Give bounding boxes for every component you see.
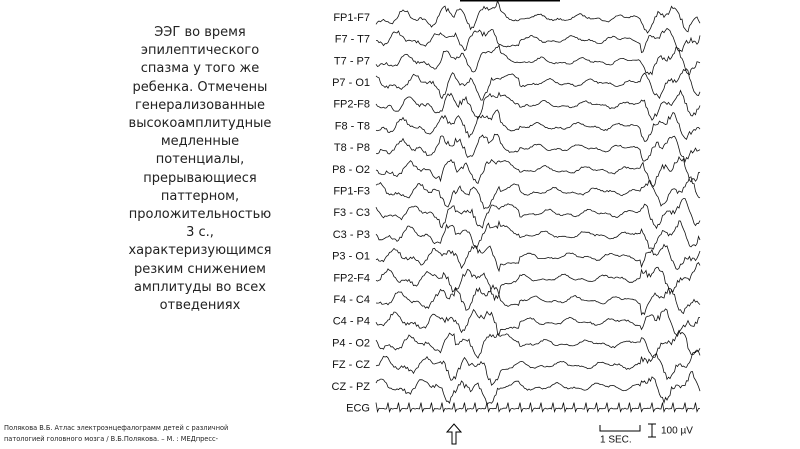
channel-label: FP1-F7 [333, 12, 370, 24]
citation-line: Полякова В.Б. Атлас электроэнцефалограмм… [4, 424, 229, 432]
eeg-trace [375, 176, 701, 210]
amplitude-scale-bar [648, 423, 656, 438]
eeg-trace [375, 219, 701, 250]
description-line: амплитуды во всех [134, 279, 266, 295]
description-line: спазма у того же [140, 61, 260, 77]
eeg-trace [375, 308, 701, 338]
citation-line: патологией головного мозга / В.Б.Поляков… [4, 435, 218, 443]
channel-label: FP1-F3 [333, 186, 370, 198]
description-line: генерализованные [134, 97, 266, 113]
description-line: медленные [160, 134, 240, 150]
channel-label: C3 - P3 [333, 229, 370, 241]
channel-label: P7 - O1 [332, 77, 370, 89]
channel-label: F8 - T8 [335, 120, 370, 132]
ecg-trace [375, 402, 701, 414]
description-line: ЭЭГ во время [154, 25, 246, 40]
description-line: прерывающиеся [143, 170, 257, 186]
channel-label: FP2-F8 [333, 99, 370, 111]
description-line: ребенка. Отмечены [132, 79, 268, 95]
channel-label: F7 - T7 [335, 34, 370, 46]
eeg-trace [375, 261, 701, 302]
channel-label: F3 - C3 [333, 207, 370, 219]
description-line: отведениях [159, 298, 241, 314]
eeg-trace [375, 284, 701, 316]
description: ЭЭГ во время эпилептического спазма у того… [100, 24, 300, 315]
eeg-trace [375, 68, 701, 101]
channel-label: FZ - CZ [332, 359, 370, 371]
eeg-trace [375, 27, 701, 54]
eeg-trace [375, 198, 701, 230]
description-line: проложительностью [128, 207, 272, 223]
description-line: характеризующимся [128, 243, 272, 259]
time-scale-bar [599, 425, 641, 432]
channel-label: ECG [346, 403, 370, 415]
time-scale-label: 1 SEC. [600, 435, 632, 446]
channel-label: P3 - O1 [332, 251, 370, 263]
channel-label: T7 - P7 [334, 55, 370, 67]
channel-label: T8 - P8 [334, 142, 370, 154]
channel-label: CZ - PZ [332, 381, 371, 393]
citation: Полякова В.Б. Атлас электроэнцефалограмм… [4, 423, 228, 445]
description-line: эпилептического [140, 43, 260, 59]
channel-label: FP2-F4 [333, 272, 370, 284]
channel-label: F4 - C4 [333, 294, 370, 306]
amplitude-scale-label: 100 µV [661, 426, 693, 437]
onset-arrow [445, 423, 463, 445]
eeg-trace [375, 349, 701, 386]
channel-label: P8 - O2 [332, 164, 370, 176]
channel-label: C4 - P4 [333, 316, 370, 328]
eeg-trace [375, 44, 701, 76]
description-line: потенциалы, [155, 152, 245, 168]
channel-label: P4 - O2 [332, 337, 370, 349]
eeg-trace [375, 89, 701, 121]
eeg-trace [375, 243, 701, 273]
eeg-trace [375, 156, 701, 188]
eeg-trace [375, 109, 701, 142]
description-line: высокоамплитудные [128, 116, 272, 132]
eeg-trace [375, 0, 701, 34]
eeg-trace [375, 371, 701, 406]
description-line: 3 с., [186, 225, 214, 241]
eeg-trace [375, 329, 701, 359]
eeg-trace [375, 133, 701, 164]
description-line: паттерном, [160, 188, 240, 204]
description-line: резким снижением [134, 261, 266, 277]
